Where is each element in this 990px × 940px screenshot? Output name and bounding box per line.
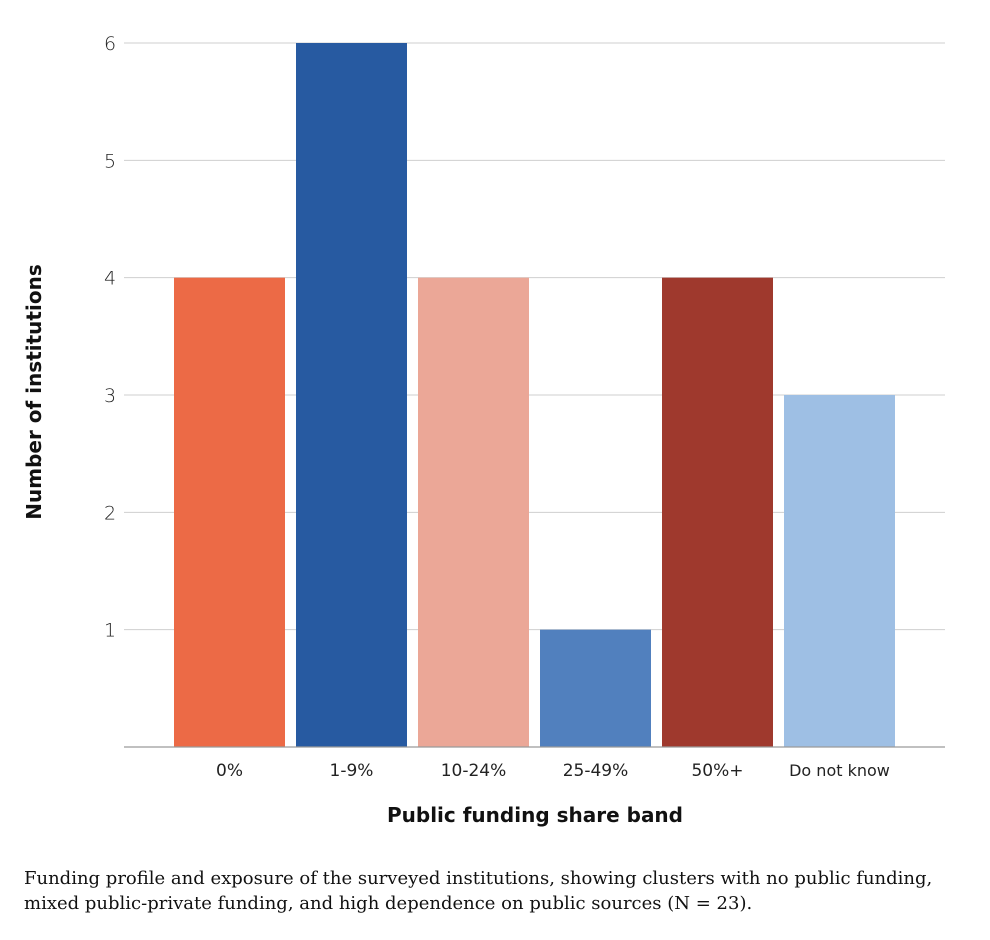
bar-2 — [418, 277, 529, 747]
x-tick-label: 25-49% — [563, 761, 629, 781]
y-tick-labels: 1 2 3 4 5 6 — [104, 33, 116, 642]
bar-0 — [174, 277, 285, 747]
bar-1 — [296, 43, 407, 747]
y-tick-label: 5 — [104, 150, 116, 172]
figure-caption: Funding profile and exposure of the surv… — [24, 868, 933, 914]
y-tick-label: 4 — [104, 268, 116, 290]
x-tick-label: 50%+ — [691, 761, 743, 781]
y-tick-label: 3 — [104, 385, 116, 407]
bars — [174, 43, 895, 747]
y-tick-label: 6 — [104, 33, 116, 55]
x-tick-label: 10-24% — [441, 761, 507, 781]
x-axis-title: Public funding share band — [387, 803, 683, 827]
y-axis-title: Number of institutions — [22, 264, 46, 519]
x-tick-label: Do not know — [789, 761, 890, 780]
y-tick-label: 2 — [104, 502, 116, 524]
bar-3 — [540, 629, 651, 747]
bar-chart: 1 2 3 4 5 6 0% 1-9% 10-24% 25-49% 50%+ Do not know… — [22, 33, 945, 827]
y-tick-label: 1 — [104, 620, 116, 642]
bar-5 — [784, 395, 895, 747]
x-tick-label: 1-9% — [330, 761, 374, 781]
x-tick-label: 0% — [216, 761, 243, 781]
bar-4 — [662, 277, 773, 747]
x-tick-labels: 0% 1-9% 10-24% 25-49% 50%+ Do not know — [216, 761, 890, 781]
